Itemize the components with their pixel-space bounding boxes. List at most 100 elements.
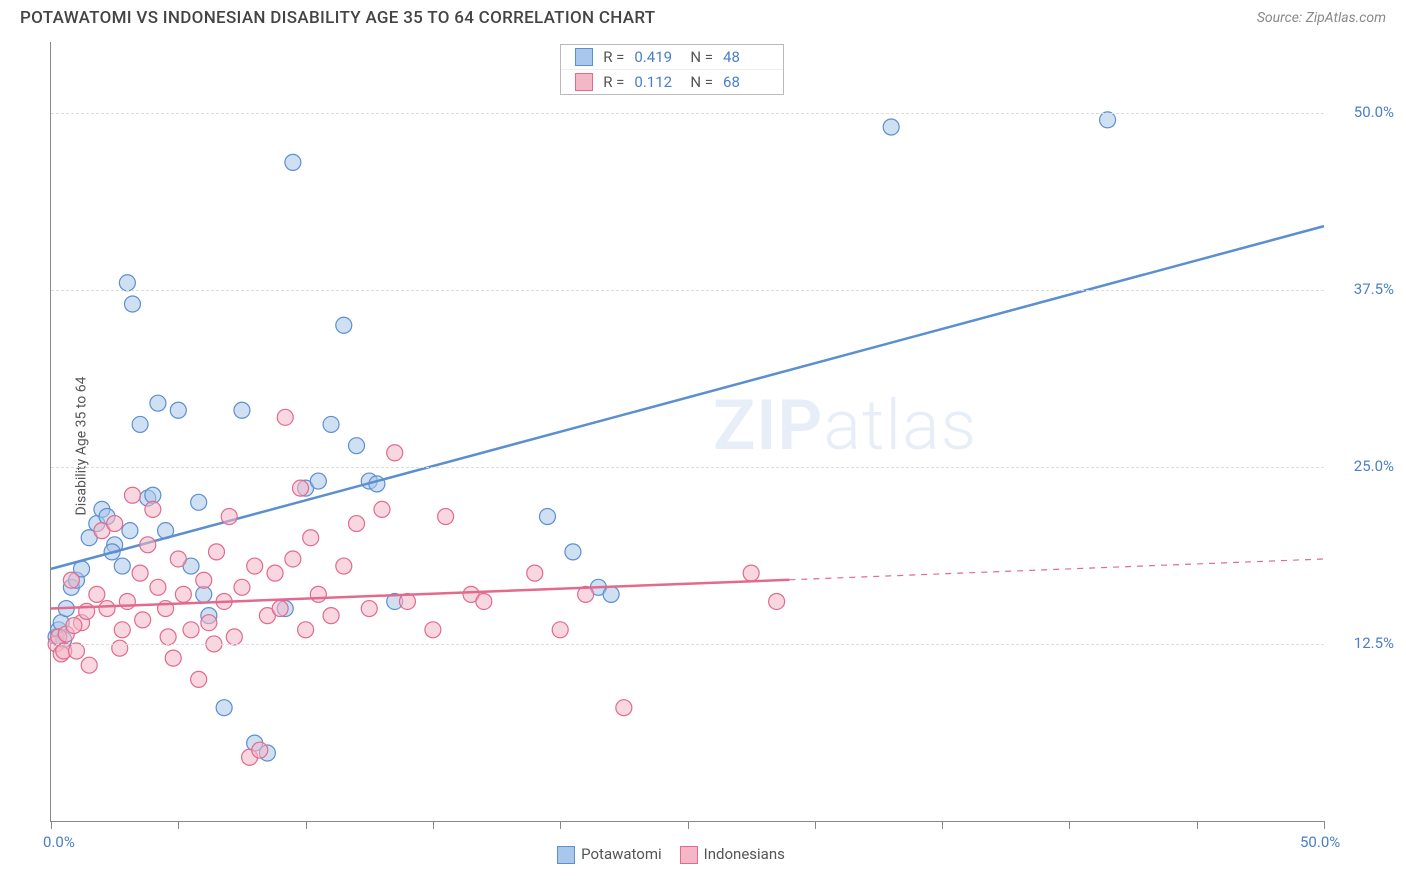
n-value: 48	[723, 48, 769, 66]
indonesians-point	[183, 622, 199, 638]
gridline	[51, 290, 1324, 291]
x-tick	[942, 821, 943, 829]
chart-title: POTAWATOMI VS INDONESIAN DISABILITY AGE …	[20, 8, 655, 28]
y-tick-label: 50.0%	[1354, 103, 1394, 121]
n-label: N =	[690, 48, 713, 66]
indonesians-point	[208, 544, 224, 560]
scatter-chart: ZIPatlas R =0.419N =48R =0.112N =68 12.5…	[50, 42, 1324, 822]
indonesians-point	[267, 565, 283, 581]
series-legend: PotawatomiIndonesians	[0, 845, 1324, 864]
indonesians-point	[114, 622, 130, 638]
indonesians-point	[226, 629, 242, 645]
indonesians-point	[387, 445, 403, 461]
r-label: R =	[603, 73, 624, 91]
indonesians-point	[160, 629, 176, 645]
correlation-legend: R = 0.419 N = 48 R = 0.112 N = 68	[560, 44, 784, 95]
potawatomi-point	[310, 473, 326, 489]
n-value: 68	[723, 73, 769, 91]
indonesians-point	[527, 565, 543, 581]
gridline	[51, 113, 1324, 114]
potawatomi-point	[349, 438, 365, 454]
indonesians-point	[552, 622, 568, 638]
indonesians-swatch	[680, 846, 698, 864]
indonesians-point	[247, 558, 263, 574]
potawatomi-point	[122, 523, 138, 539]
potawatomi-point	[883, 119, 899, 135]
indonesians-point	[165, 650, 181, 666]
indonesians-point	[425, 622, 441, 638]
indonesians-point	[63, 572, 79, 588]
potawatomi-point	[1100, 112, 1116, 128]
legend-row-indonesians: R = 0.112 N = 68	[561, 69, 783, 94]
indonesians-point	[234, 579, 250, 595]
n-label: N =	[690, 73, 713, 91]
indonesians-point	[135, 612, 151, 628]
potawatomi-point	[114, 558, 130, 574]
indonesians-point	[145, 501, 161, 517]
x-tick	[1324, 821, 1325, 829]
potawatomi-point	[285, 154, 301, 170]
indonesians-point	[89, 586, 105, 602]
indonesians-point	[201, 615, 217, 631]
indonesians-point	[743, 565, 759, 581]
x-tick	[560, 821, 561, 829]
r-value: 0.419	[634, 48, 680, 66]
potawatomi-point	[170, 402, 186, 418]
potawatomi-trendline	[51, 226, 1324, 569]
legend-row-potawatomi: R =0.419N =48	[561, 45, 783, 69]
potawatomi-point	[119, 275, 135, 291]
potawatomi-swatch	[557, 846, 575, 864]
indonesians-point	[252, 742, 268, 758]
indonesians-point	[99, 601, 115, 617]
indonesians-point	[191, 671, 207, 687]
indonesians-point	[769, 593, 785, 609]
indonesians-point	[293, 480, 309, 496]
y-tick-label: 25.0%	[1354, 457, 1394, 475]
r-value: 0.112	[634, 73, 680, 91]
indonesians-point	[438, 508, 454, 524]
potawatomi-point	[191, 494, 207, 510]
potawatomi-point	[150, 395, 166, 411]
indonesians-point	[277, 409, 293, 425]
indonesians-point	[112, 640, 128, 656]
indonesians-point	[285, 551, 301, 567]
indonesians-point	[196, 572, 212, 588]
indonesians-point	[303, 530, 319, 546]
indonesians-point	[119, 593, 135, 609]
x-tick	[815, 821, 816, 829]
potawatomi-point	[565, 544, 581, 560]
indonesians-point	[374, 501, 390, 517]
x-tick	[433, 821, 434, 829]
indonesians-point	[323, 608, 339, 624]
x-tick	[306, 821, 307, 829]
potawatomi-swatch	[575, 48, 593, 66]
plot-svg	[51, 42, 1324, 821]
gridline	[51, 467, 1324, 468]
indonesians-point	[298, 622, 314, 638]
indonesians-point	[81, 657, 97, 673]
indonesians-point	[221, 508, 237, 524]
indonesians-point	[175, 586, 191, 602]
indonesians-trendline-extrapolated	[789, 559, 1324, 580]
potawatomi-point	[323, 416, 339, 432]
indonesians-point	[361, 601, 377, 617]
y-tick-label: 37.5%	[1354, 280, 1394, 298]
indonesians-point	[349, 516, 365, 532]
x-tick	[178, 821, 179, 829]
indonesians-point	[132, 565, 148, 581]
indonesians-swatch	[575, 73, 593, 91]
indonesians-point	[272, 601, 288, 617]
indonesians-point	[140, 537, 156, 553]
indonesians-point	[476, 593, 492, 609]
indonesians-point	[170, 551, 186, 567]
source-attribution: Source: ZipAtlas.com	[1257, 10, 1386, 26]
gridline	[51, 644, 1324, 645]
x-tick	[51, 821, 52, 829]
potawatomi-point	[539, 508, 555, 524]
indonesians-point	[107, 516, 123, 532]
indonesians-point	[336, 558, 352, 574]
indonesians-point	[310, 586, 326, 602]
indonesians-point	[616, 700, 632, 716]
x-tick	[1197, 821, 1198, 829]
potawatomi-point	[603, 586, 619, 602]
